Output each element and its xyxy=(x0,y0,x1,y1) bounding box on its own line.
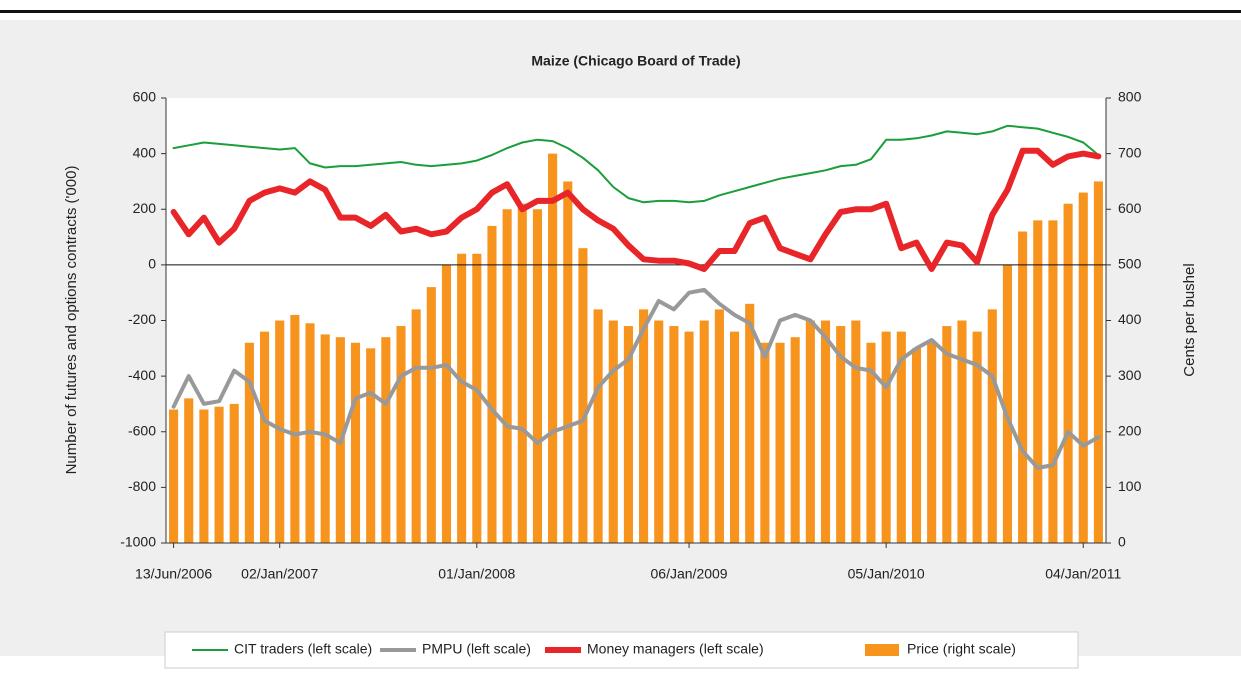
bar xyxy=(1093,181,1103,543)
bar xyxy=(1033,220,1043,543)
bar xyxy=(1078,192,1088,543)
line xyxy=(172,124,1100,204)
bar xyxy=(820,320,831,543)
x-tick-label: 02/Jan/2007 xyxy=(241,566,318,582)
bar xyxy=(426,287,436,543)
bar xyxy=(911,348,922,543)
bar xyxy=(487,225,497,543)
bar xyxy=(866,342,876,543)
legend-label: PMPU (left scale) xyxy=(422,641,531,657)
y2-tick-label: 0 xyxy=(1118,534,1126,550)
bar xyxy=(942,326,952,543)
bar xyxy=(260,331,270,543)
bar xyxy=(517,203,527,543)
y-tick-label: -600 xyxy=(128,422,156,438)
y2-tick-label: 600 xyxy=(1118,200,1142,216)
bar xyxy=(851,320,861,543)
bar xyxy=(290,314,300,543)
bar xyxy=(502,209,512,543)
bar xyxy=(957,320,967,543)
bar xyxy=(654,320,664,543)
bar xyxy=(169,409,179,543)
bar xyxy=(381,337,391,543)
bar xyxy=(836,326,846,543)
bar xyxy=(699,320,709,543)
top-rule xyxy=(0,10,1241,13)
bar xyxy=(623,326,633,543)
y2-axis-label: Cents per bushel xyxy=(1181,263,1198,376)
bar xyxy=(472,253,482,543)
x-tick-label: 05/Jan/2010 xyxy=(848,566,925,582)
bar xyxy=(972,331,982,543)
bar xyxy=(760,342,770,543)
bar xyxy=(411,309,421,543)
y2-tick-label: 300 xyxy=(1118,367,1142,383)
bar xyxy=(244,342,254,543)
bar xyxy=(987,309,997,543)
bar xyxy=(320,334,330,543)
bar xyxy=(896,331,906,543)
bar xyxy=(229,403,239,543)
x-tick-label: 01/Jan/2008 xyxy=(438,566,515,582)
y-tick-label: -400 xyxy=(128,367,156,383)
bar xyxy=(593,309,603,543)
bar xyxy=(805,320,815,543)
y2-tick-label: 800 xyxy=(1118,89,1142,105)
bar xyxy=(1018,231,1028,543)
y-tick-label: -1000 xyxy=(120,534,156,550)
x-tick-label: 06/Jan/2009 xyxy=(651,566,728,582)
line xyxy=(170,147,1102,272)
y-tick-label: 400 xyxy=(133,144,157,160)
bar xyxy=(881,331,891,543)
y-tick-label: 0 xyxy=(148,256,156,272)
bar xyxy=(775,342,785,543)
x-tick-label: 13/Jun/2006 xyxy=(135,566,212,582)
line xyxy=(171,287,1101,470)
legend-swatch xyxy=(865,644,899,656)
bar xyxy=(563,181,573,543)
bar xyxy=(745,303,755,543)
bar xyxy=(730,331,740,543)
bar xyxy=(714,309,724,543)
y2-tick-label: 700 xyxy=(1118,144,1142,160)
bar xyxy=(927,342,937,543)
bar xyxy=(184,398,194,543)
bar xyxy=(684,331,694,543)
bar xyxy=(441,264,452,543)
bar xyxy=(1002,264,1012,543)
y-tick-label: 200 xyxy=(133,200,157,216)
bar xyxy=(275,320,285,543)
bar xyxy=(578,248,588,543)
bar xyxy=(548,153,558,543)
bar xyxy=(1048,220,1058,543)
bar xyxy=(608,320,618,543)
legend-label: Price (right scale) xyxy=(907,641,1016,657)
legend xyxy=(164,631,1079,669)
legend-label: Money managers (left scale) xyxy=(587,641,764,657)
chart-title: Maize (Chicago Board of Trade) xyxy=(531,53,740,69)
bar xyxy=(199,409,209,543)
y2-tick-label: 400 xyxy=(1118,311,1142,327)
bar xyxy=(1063,203,1073,543)
y-tick-label: 600 xyxy=(133,89,157,105)
y-tick-label: -200 xyxy=(128,311,156,327)
bar xyxy=(350,342,361,543)
bar xyxy=(396,326,406,543)
y2-tick-label: 200 xyxy=(1118,422,1142,438)
bar xyxy=(532,209,542,543)
bar xyxy=(214,406,224,543)
bar xyxy=(457,253,467,543)
y-tick-label: -800 xyxy=(128,478,156,494)
bar xyxy=(366,348,376,543)
y2-tick-label: 500 xyxy=(1118,256,1142,272)
y-axis-label: Number of futures and options contracts … xyxy=(63,166,80,475)
bar xyxy=(669,326,679,543)
bar xyxy=(790,337,800,543)
y2-tick-label: 100 xyxy=(1118,478,1142,494)
bar xyxy=(639,309,649,543)
legend-label: CIT traders (left scale) xyxy=(234,641,372,657)
x-tick-label: 04/Jan/2011 xyxy=(1045,566,1121,582)
